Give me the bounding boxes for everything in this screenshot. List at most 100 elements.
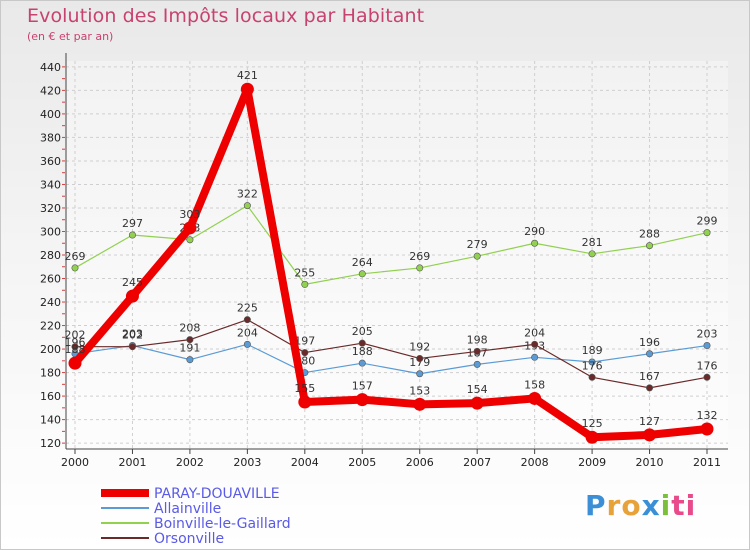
data-label: 208 xyxy=(179,322,200,335)
data-label: 264 xyxy=(352,256,373,269)
data-point xyxy=(473,360,481,368)
data-label: 203 xyxy=(697,328,718,341)
y-tick-label: 420 xyxy=(40,84,61,97)
data-label: 127 xyxy=(639,415,660,428)
x-tick-label: 2006 xyxy=(406,456,434,469)
data-label: 290 xyxy=(524,225,545,238)
data-label: 269 xyxy=(65,250,86,263)
data-label: 322 xyxy=(237,188,258,201)
data-point xyxy=(358,270,366,278)
data-point xyxy=(470,396,484,410)
data-label: 176 xyxy=(697,359,718,372)
legend-label: Boinville-le-Gaillard xyxy=(154,516,291,532)
y-tick-label: 440 xyxy=(40,61,61,74)
data-label: 158 xyxy=(524,378,545,391)
data-label: 154 xyxy=(467,383,488,396)
logo-letter: o xyxy=(621,489,642,522)
data-label: 188 xyxy=(352,345,373,358)
x-tick-label: 2008 xyxy=(521,456,549,469)
legend-label: Allainville xyxy=(154,501,221,517)
data-label: 188 xyxy=(65,343,86,356)
data-label: 281 xyxy=(582,236,603,249)
data-point xyxy=(531,340,539,348)
data-point xyxy=(473,252,481,260)
data-label: 297 xyxy=(122,217,143,230)
chart-subtitle: (en € et par an) xyxy=(27,30,114,43)
data-point xyxy=(301,349,309,357)
data-point xyxy=(588,358,596,366)
data-label: 205 xyxy=(352,325,373,338)
data-label: 196 xyxy=(639,336,660,349)
data-label: 255 xyxy=(294,266,315,279)
data-point xyxy=(473,347,481,355)
data-point xyxy=(528,391,542,405)
data-label: 299 xyxy=(697,215,718,228)
data-point xyxy=(588,373,596,381)
data-point xyxy=(355,393,369,407)
data-label: 279 xyxy=(467,238,488,251)
data-point xyxy=(186,356,194,364)
data-label: 198 xyxy=(467,333,488,346)
data-point xyxy=(531,239,539,247)
data-point xyxy=(703,342,711,350)
y-tick-label: 400 xyxy=(40,108,61,121)
data-label: 167 xyxy=(639,370,660,383)
data-label: 203 xyxy=(122,328,143,341)
legend: PARAY-DOUAVILLEAllainvilleBoinville-le-G… xyxy=(101,486,291,547)
x-tick-label: 2009 xyxy=(578,456,606,469)
y-tick-label: 360 xyxy=(40,155,61,168)
logo-letter: P xyxy=(585,489,607,522)
y-tick-label: 120 xyxy=(40,437,61,450)
data-point xyxy=(358,359,366,367)
data-point xyxy=(243,316,251,324)
y-tick-label: 260 xyxy=(40,273,61,286)
data-label: 155 xyxy=(294,382,315,395)
data-label: 132 xyxy=(697,409,718,422)
legend-label: PARAY-DOUAVILLE xyxy=(154,486,280,502)
y-tick-label: 180 xyxy=(40,367,61,380)
series-paray-douaville: 188 245 303 421 155 157 153 154 158 125 127 132 xyxy=(65,69,718,444)
y-tick-label: 220 xyxy=(40,320,61,333)
data-point xyxy=(416,264,424,272)
data-label: 197 xyxy=(294,335,315,348)
data-point xyxy=(703,373,711,381)
data-label: 421 xyxy=(237,69,258,82)
y-tick-label: 160 xyxy=(40,390,61,403)
data-point xyxy=(68,356,82,370)
data-point xyxy=(240,82,254,96)
y-tick-label: 240 xyxy=(40,296,61,309)
data-label: 204 xyxy=(237,326,258,339)
logo-letter: t xyxy=(671,489,686,522)
y-tick-label: 380 xyxy=(40,131,61,144)
data-point xyxy=(128,231,136,239)
data-label: 202 xyxy=(65,329,86,342)
data-point xyxy=(301,280,309,288)
x-tick-label: 2007 xyxy=(463,456,491,469)
x-tick-label: 2000 xyxy=(61,456,89,469)
data-label: 225 xyxy=(237,302,258,315)
y-tick-label: 320 xyxy=(40,202,61,215)
series-line xyxy=(74,319,708,389)
data-point xyxy=(243,202,251,210)
logo-letter: x xyxy=(641,489,661,522)
series-orsonville: 202 202 208 225 197 205 192 198 204 176 167 176 xyxy=(65,302,718,392)
logo-letter: i xyxy=(685,489,697,522)
x-tick-label: 2010 xyxy=(636,456,664,469)
x-tick-label: 2002 xyxy=(176,456,204,469)
y-tick-label: 140 xyxy=(40,414,61,427)
data-point xyxy=(186,336,194,344)
data-label: 202 xyxy=(122,329,143,342)
data-point xyxy=(646,242,654,250)
data-point xyxy=(358,339,366,347)
data-label: 176 xyxy=(582,359,603,372)
data-point xyxy=(646,350,654,358)
data-label: 157 xyxy=(352,380,373,393)
chart-title: Evolution des Impôts locaux par Habitant xyxy=(27,5,425,27)
legend-label: Orsonville xyxy=(154,531,224,547)
x-tick-label: 2003 xyxy=(233,456,261,469)
data-label: 189 xyxy=(582,344,603,357)
series-line xyxy=(74,343,708,375)
data-point xyxy=(643,428,657,442)
data-point xyxy=(183,221,197,235)
